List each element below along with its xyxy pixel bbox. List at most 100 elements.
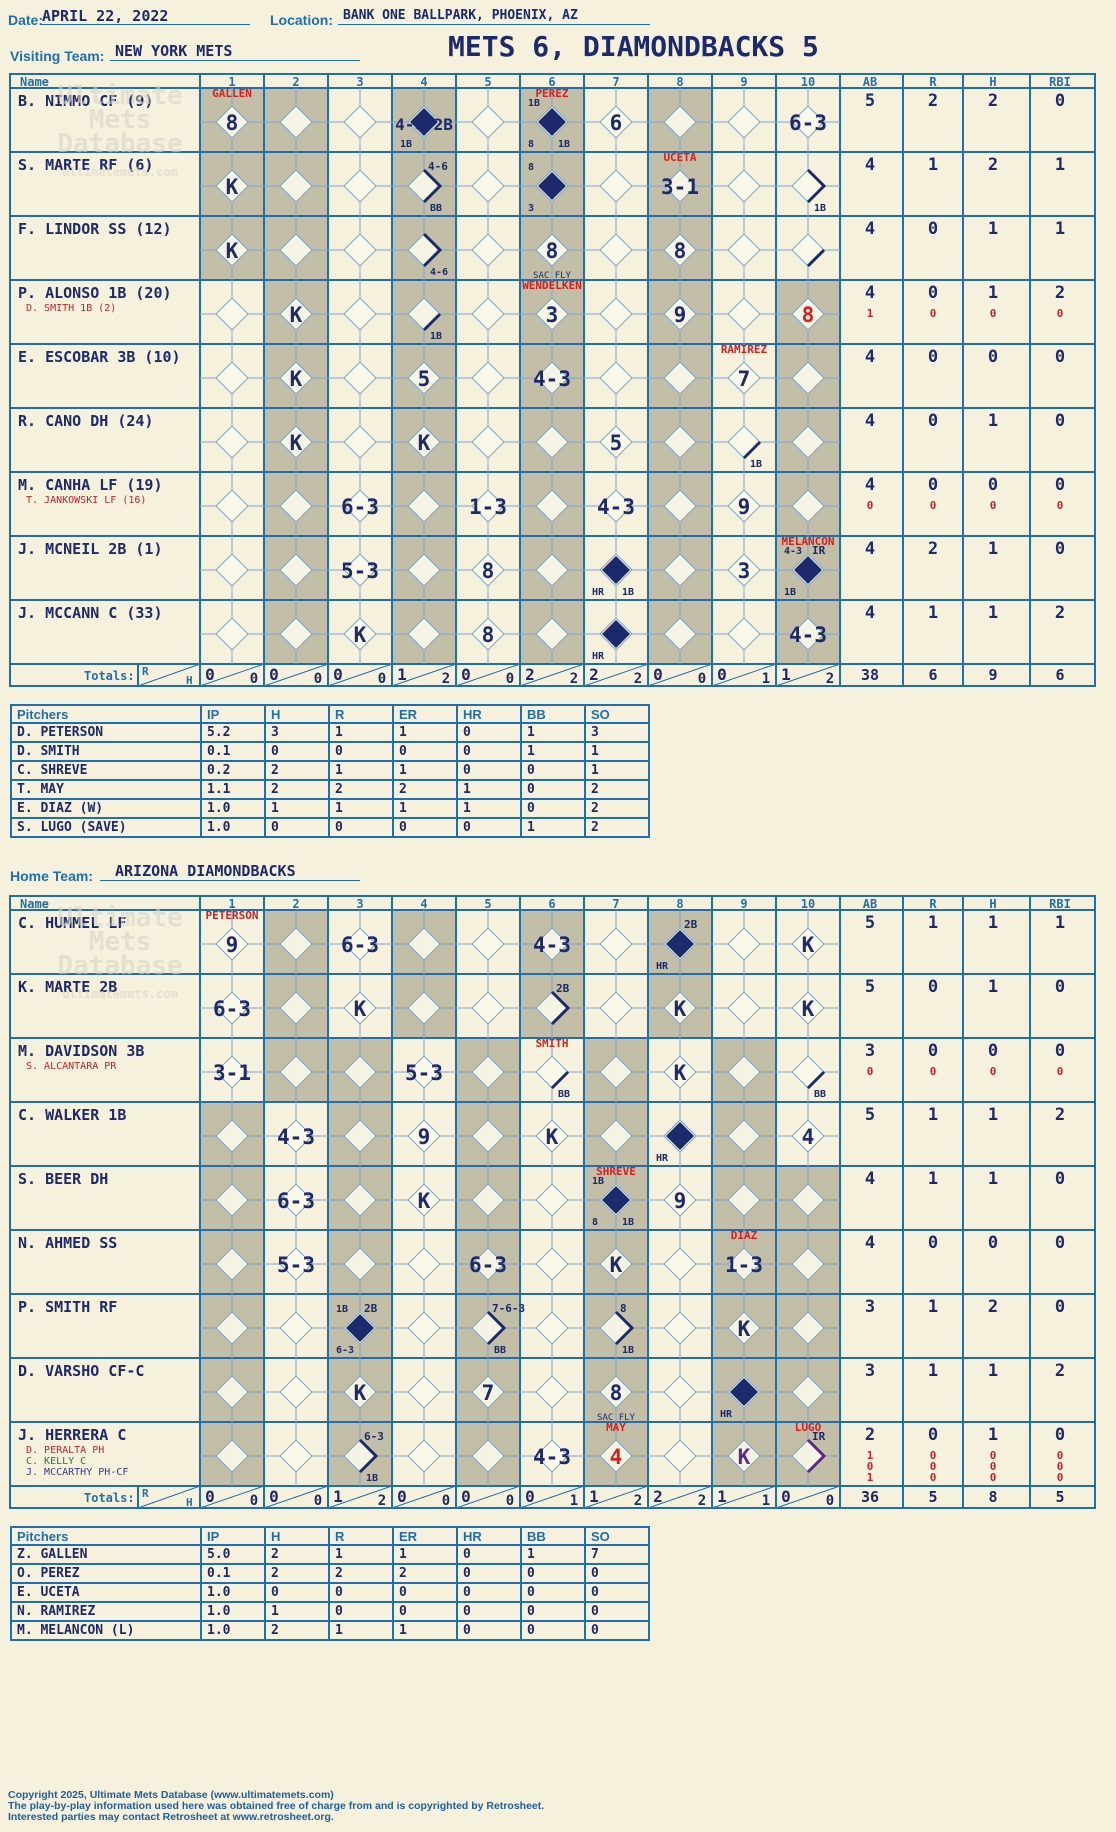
home-inning-total-slash [263,1485,329,1509]
home-diamond [663,1375,697,1409]
home-diamond [727,991,761,1025]
home-base-note: HR [656,1153,669,1164]
visiting-run-scored [602,556,630,584]
visiting-inning-header: 8 [676,75,683,89]
visiting-pitcher-cell: 0 [456,760,522,781]
visiting-diamond [343,617,377,651]
visiting-base-note: 1B [750,459,762,470]
home-stat-value: 0 [867,1460,874,1473]
home-shade-cell [776,1358,840,1422]
visiting-diamond [215,233,249,267]
visiting-play-result: 3 [546,303,559,327]
home-pitchers-header-cell: H [264,1526,330,1546]
home-totals-slash [137,1485,201,1509]
visiting-team-value: NEW YORK METS [115,42,233,60]
visiting-base-note: 1B [528,98,540,109]
visiting-stat-value: 4 [865,155,875,175]
visiting-pitcher-cell: 0 [328,817,394,838]
home-diamond [407,1375,441,1409]
visiting-stat-header: RBI [1049,75,1071,89]
visiting-diamond [599,233,633,267]
visiting-play-result: 4-6 2B [395,115,453,134]
home-play-result: 4-3 [533,1445,571,1469]
visiting-diamond [279,297,313,331]
home-basepath [806,1438,827,1474]
home-play-result: 7 [482,1381,495,1405]
home-pitcher-cell: 1 [392,1620,458,1641]
visiting-stat-header: H [989,75,996,89]
visiting-basepath [806,168,827,204]
visiting-pitcher-cell: 0 [264,741,330,762]
home-play-result: K [610,1253,623,1277]
home-stat-value: 1 [928,913,938,933]
visiting-diamond [343,425,377,459]
home-stat-value: 0 [990,1471,997,1484]
visiting-stat-value: 2 [928,539,938,559]
home-shade-cell [712,1102,776,1166]
visiting-diamond [599,361,633,395]
visiting-play-result: K [290,431,303,455]
visiting-stat-value: 0 [1057,307,1064,320]
home-base-note: 7-6-3 [492,1302,525,1315]
home-diamond [599,1055,633,1089]
visiting-base-note: 8 [528,162,534,173]
home-inning-runs: 1 [717,1487,727,1506]
home-inning-runs: 0 [397,1487,407,1506]
home-player-name: J. HERRERA C [18,1426,126,1444]
visiting-diamond [343,169,377,203]
home-pitcher-cell: 2 [264,1620,330,1641]
home-basepath [806,1070,826,1090]
home-diamond [599,1311,633,1345]
visiting-pitcher-cell: 1 [392,798,458,819]
home-diamond [215,1247,249,1281]
visiting-pitcher-cell: 2 [584,779,650,800]
visiting-play-result: 6 [610,111,623,135]
home-inning-hits: 0 [506,1493,514,1509]
home-totals-h: H [186,1496,193,1509]
visiting-diamond [407,361,441,395]
visiting-pitcher-cell: 1.0 [200,798,266,819]
home-diamond [791,1375,825,1409]
visiting-basepath [422,168,443,204]
visiting-diamond [535,361,569,395]
home-diamond [599,991,633,1025]
footer-copyright[interactable]: Copyright 2025, Ultimate Mets Database (… [8,1789,334,1801]
home-base-note: 1B [366,1473,378,1484]
home-diamond [471,1183,505,1217]
home-stat-value: 0 [1055,1233,1065,1253]
visiting-shade-cell [392,600,456,664]
visiting-inning-total-slash [647,663,713,687]
home-stat-value: 4 [865,1169,875,1189]
visiting-inning-runs: 0 [717,665,727,684]
visiting-inning-hits: 2 [634,671,642,687]
visiting-shade-cell [264,408,328,472]
home-diamond [535,1247,569,1281]
visiting-inning-hits: 0 [506,671,514,687]
visiting-stat-value: 2 [1055,283,1065,303]
visiting-shade-cell [648,536,712,600]
visiting-diamond [599,489,633,523]
home-stat-value: 0 [988,1041,998,1061]
visiting-pitcher-cell: 0 [456,722,522,743]
home-pitcher-cell: 1 [328,1544,394,1565]
visiting-shade-cell [520,152,584,216]
visiting-diamond [535,169,569,203]
home-shade-cell [200,1294,264,1358]
home-diamond [727,1311,761,1345]
home-pitcher-change: DIAZ [731,1229,758,1242]
home-pitcher-change: SHREVE [596,1165,636,1178]
visiting-diamond [471,233,505,267]
visiting-pitcher-cell: 2 [328,779,394,800]
home-shade-cell [584,1422,648,1486]
home-shade-cell [200,1102,264,1166]
visiting-stat-value: 2 [988,155,998,175]
home-shade-cell [584,1294,648,1358]
home-pitcher-cell: 1 [520,1544,586,1565]
home-play-result: K [418,1189,431,1213]
home-pitchers-header-cell: IP [200,1526,266,1546]
location-underline [338,24,650,25]
visiting-diamond [279,489,313,523]
footer-contact[interactable]: Interested parties may contact Retroshee… [8,1811,334,1823]
home-shade-cell [264,910,328,974]
home-pitcher-cell: 0 [328,1582,394,1603]
